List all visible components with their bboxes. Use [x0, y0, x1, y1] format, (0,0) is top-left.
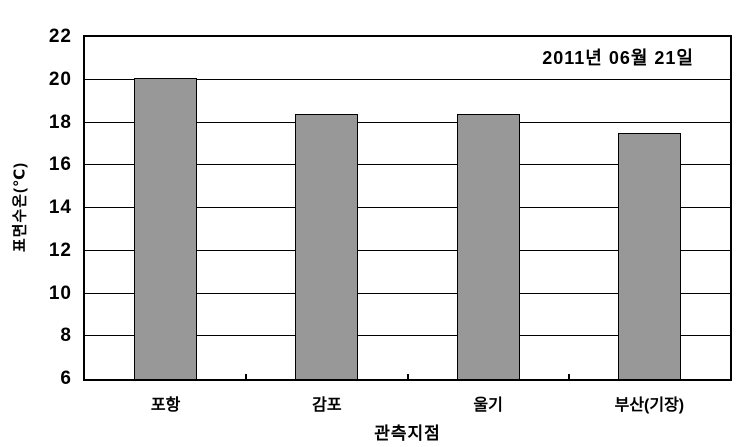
- gridline: [85, 249, 730, 251]
- bar-부산(기장): [617, 133, 681, 379]
- x-axis-boundary-tick: [245, 374, 248, 379]
- gridline: [85, 121, 730, 123]
- gridline: [85, 78, 730, 80]
- x-axis-title: 관측지점: [374, 424, 441, 443]
- date-annotation: 2011년 06월 21일: [542, 48, 694, 68]
- gridline: [85, 164, 730, 166]
- y-tick-label: 12: [48, 239, 72, 261]
- x-category-label: 감포: [312, 397, 342, 414]
- y-tick-label: 18: [48, 111, 72, 133]
- y-tick-label: 20: [48, 68, 72, 90]
- y-tick-label: 10: [48, 282, 72, 304]
- x-axis-boundary-tick: [567, 374, 570, 379]
- y-tick-label: 14: [48, 197, 72, 218]
- y-tick-label: 16: [48, 154, 72, 176]
- y-tick-label: 8: [60, 325, 72, 347]
- y-tick-label: 6: [60, 368, 72, 389]
- bar-감포: [295, 113, 359, 379]
- x-category-label: 울기: [473, 397, 503, 414]
- gridline: [85, 292, 730, 294]
- x-axis-boundary-tick: [406, 374, 409, 379]
- bar-울기: [456, 113, 520, 379]
- gridline: [85, 207, 730, 208]
- x-category-label: 포항: [150, 397, 181, 414]
- plot-area: 2011년 06월 21일: [83, 35, 732, 381]
- gridline: [85, 335, 730, 337]
- y-tick-label: 22: [48, 26, 72, 47]
- x-category-label: 부산(기장): [614, 397, 685, 414]
- bar-포항: [134, 77, 198, 379]
